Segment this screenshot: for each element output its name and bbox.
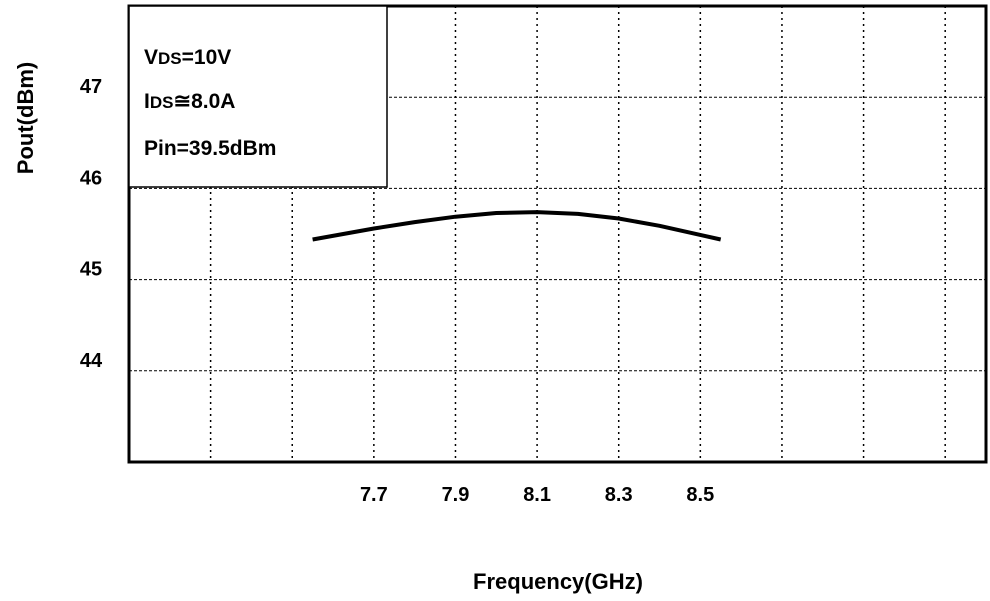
annotation-box-frame [128, 5, 388, 188]
series-line-1 [312, 210, 722, 242]
y-tick-labels: 44 45 46 47 [80, 76, 103, 372]
x-tick-label: 8.1 [523, 484, 551, 506]
x-tick-label: 8.3 [605, 484, 633, 506]
y-tick-label: 45 [80, 259, 102, 281]
x-tick-label: 8.5 [686, 484, 714, 506]
annotation-box: VDS=10V IDS≅8.0A Pin=39.5dBm [128, 5, 388, 188]
annotation-line: Pin=39.5dBm [144, 137, 276, 160]
y-tick-label: 44 [80, 350, 103, 372]
x-axis-title: Frequency(GHz) [473, 569, 643, 594]
series-layer [312, 210, 722, 242]
plot-frame [127, 4, 988, 464]
y-tick-label: 47 [80, 76, 102, 98]
annotation-line: IDS≅8.0A [144, 90, 235, 113]
x-tick-labels: 7.7 7.9 8.1 8.3 8.5 [360, 484, 714, 506]
annotation-line: VDS=10V [144, 46, 231, 69]
y-axis-title: Pout(dBm) [13, 62, 38, 174]
x-tick-label: 7.7 [360, 484, 388, 506]
y-tick-label: 46 [80, 167, 102, 189]
x-tick-label: 7.9 [442, 484, 470, 506]
